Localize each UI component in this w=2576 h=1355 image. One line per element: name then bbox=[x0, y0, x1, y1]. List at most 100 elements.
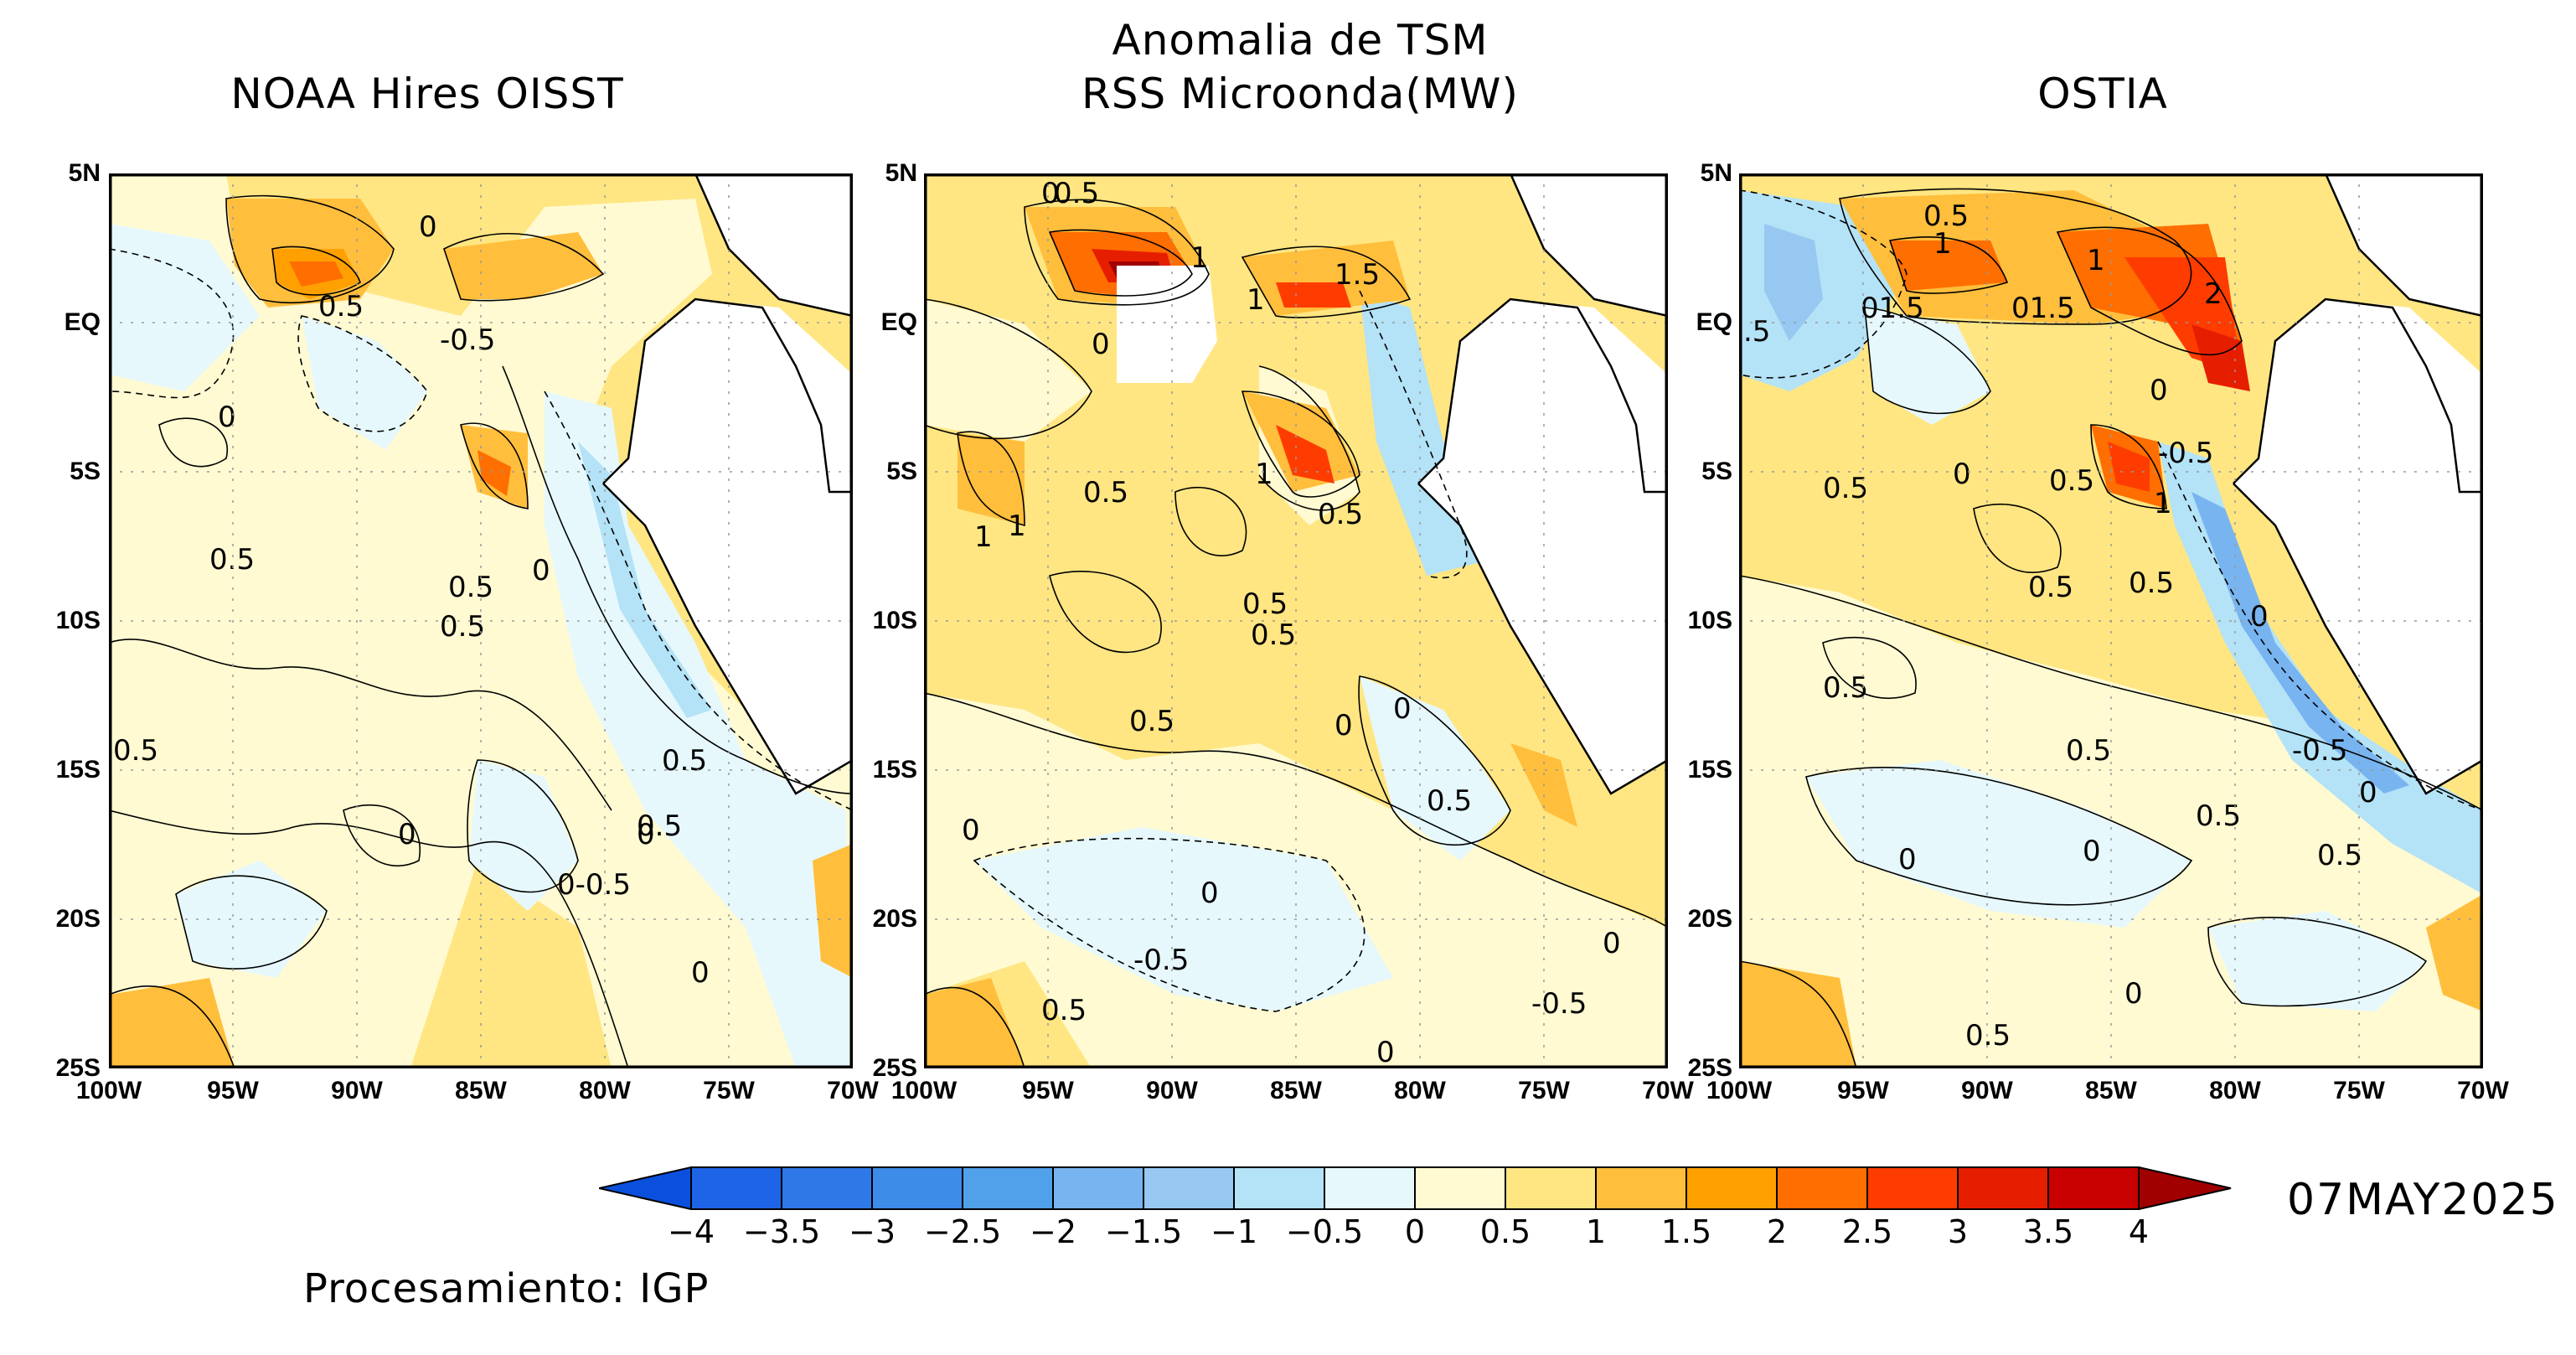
colorbar-swatch bbox=[1595, 1166, 1687, 1210]
lon-tick: 80W bbox=[2209, 1077, 2261, 1104]
colorbar-swatch bbox=[2047, 1166, 2140, 1210]
credit-label: Procesamiento: IGP bbox=[303, 1265, 710, 1312]
colorbar-over-triangle bbox=[2138, 1166, 2232, 1211]
colorbar-swatch bbox=[1866, 1166, 1959, 1210]
lat-tick: 5N bbox=[1700, 159, 1732, 187]
lat-tick: 25S bbox=[872, 1054, 917, 1082]
lon-tick: 95W bbox=[1837, 1077, 1889, 1104]
contour-label: 1 bbox=[1933, 227, 1952, 261]
lon-tick: 100W bbox=[1706, 1077, 1773, 1104]
contour-label: 01.5 bbox=[1861, 292, 1924, 325]
colorbar-tick-label: −3 bbox=[848, 1213, 896, 1250]
panel-title-oisst: NOAA Hires OISST bbox=[230, 70, 624, 118]
contour-label: 0.5 bbox=[1083, 476, 1128, 509]
lat-tick: 15S bbox=[872, 756, 917, 784]
contour-label: 0.5 bbox=[1318, 498, 1363, 531]
contour-label: -0.5 bbox=[1133, 944, 1189, 977]
contour-label: 0.5 bbox=[2129, 566, 2174, 600]
lat-tick: 10S bbox=[1687, 607, 1732, 634]
lat-tick: 5S bbox=[1701, 458, 1732, 485]
map-panel-oisst: 0.5 0 -0.5 0 0.5 0.5 0 0.5 0.5 0.5 0.5 0… bbox=[108, 173, 854, 1069]
contour-label: 1.5 bbox=[1334, 258, 1380, 292]
lon-tick: 85W bbox=[2085, 1077, 2137, 1104]
lat-tick: 25S bbox=[1687, 1054, 1732, 1082]
colorbar-tick-label: −4 bbox=[667, 1213, 715, 1250]
colorbar-swatch bbox=[1143, 1166, 1235, 1210]
lat-tick: EQ bbox=[64, 308, 101, 336]
contour-label: -0.5 bbox=[2158, 437, 2213, 470]
contour-label: 0.5 bbox=[1823, 671, 1868, 705]
contour-label: 0.5 bbox=[1054, 177, 1099, 210]
contour-label: 0 bbox=[962, 814, 980, 847]
colorbar-tick-label: −2 bbox=[1029, 1213, 1077, 1250]
contour-label: 0 bbox=[1334, 709, 1353, 742]
contour-label: 1 bbox=[1255, 458, 1273, 491]
contour-label: -0.5 bbox=[1531, 987, 1587, 1021]
contour-label: 0.5 bbox=[1427, 784, 1472, 818]
colorbar-swatch bbox=[1052, 1166, 1144, 1210]
lat-tick: 20S bbox=[55, 905, 101, 933]
lat-tick: EQ bbox=[1696, 308, 1732, 336]
lon-tick: 70W bbox=[2457, 1077, 2509, 1104]
contour-label: 0.5 bbox=[1041, 994, 1087, 1027]
colorbar-tick-label: 3 bbox=[1947, 1213, 1969, 1250]
contour-label: 2 bbox=[2204, 277, 2222, 311]
lat-tick: 5N bbox=[68, 159, 101, 187]
lon-tick: 100W bbox=[75, 1077, 142, 1104]
lon-tick: 90W bbox=[1146, 1077, 1198, 1104]
lat-tick: EQ bbox=[880, 308, 917, 336]
contour-label: 0 bbox=[1393, 692, 1412, 726]
lat-tick: 15S bbox=[1687, 756, 1732, 784]
lon-tick: 90W bbox=[1961, 1077, 2013, 1104]
contour-label: 1 bbox=[1008, 509, 1026, 543]
contour-label: 0.5 bbox=[2049, 464, 2094, 498]
lon-tick: 75W bbox=[703, 1077, 755, 1104]
contour-label: 0.5 bbox=[1965, 1019, 2011, 1052]
lat-tick: 5S bbox=[886, 458, 917, 485]
contour-label: 1 bbox=[1190, 241, 1209, 275]
contour-label: -0.5 bbox=[440, 323, 495, 357]
colorbar-tick-label: −3.5 bbox=[742, 1213, 821, 1250]
contour-label: 0.5 bbox=[1923, 199, 1969, 233]
contour-label: -0.5 bbox=[2292, 734, 2347, 768]
contour-label: 0 bbox=[637, 818, 655, 851]
lon-tick: 85W bbox=[455, 1077, 507, 1104]
contour-label: 0.5 bbox=[1242, 587, 1288, 621]
contour-label: 0.5 bbox=[2028, 571, 2073, 604]
lon-tick: 95W bbox=[1022, 1077, 1074, 1104]
lon-tick: 90W bbox=[331, 1077, 383, 1104]
contour-label: 0.5 bbox=[209, 543, 255, 577]
map-panel-rss: 0.5 0 1 1 1.5 0 0.5 1 1 1 0.5 0.5 0.5 0.… bbox=[923, 173, 1669, 1069]
lon-tick: 70W bbox=[827, 1077, 879, 1104]
colorbar-tick-label: 0.5 bbox=[1479, 1213, 1531, 1250]
colorbar-tick-label: 4 bbox=[2128, 1213, 2150, 1250]
lat-tick: 25S bbox=[55, 1054, 101, 1082]
contour-label: 0.5 bbox=[318, 290, 364, 323]
lon-tick: 100W bbox=[891, 1077, 958, 1104]
lon-tick: 70W bbox=[1642, 1077, 1694, 1104]
contour-label: 0 bbox=[2083, 835, 2101, 868]
contour-label: 1 bbox=[974, 520, 993, 554]
colorbar-tick-label: 2 bbox=[1766, 1213, 1788, 1250]
lon-tick: 80W bbox=[1394, 1077, 1446, 1104]
colorbar-swatch bbox=[871, 1166, 963, 1210]
contour-label: 0.5 bbox=[113, 734, 158, 768]
lat-tick: 20S bbox=[872, 905, 917, 933]
main-title: Anomalia de TSM RSS Microonda(MW) bbox=[923, 13, 1677, 121]
colorbar-swatch bbox=[1233, 1166, 1325, 1210]
contour-label: 0 bbox=[1603, 927, 1621, 960]
colorbar-tick-label: 2.5 bbox=[1841, 1213, 1893, 1250]
contour-label: 01.5 bbox=[2011, 292, 2075, 325]
contour-label: 0 bbox=[1092, 328, 1110, 361]
contour-label: 0 bbox=[1041, 177, 1060, 210]
contour-label: 0.5 bbox=[448, 571, 493, 604]
map-rss: 0.5 0 1 1 1.5 0 0.5 1 1 1 0.5 0.5 0.5 0.… bbox=[923, 173, 1669, 1069]
colorbar-tick-label: 1.5 bbox=[1660, 1213, 1712, 1250]
colorbar-tick-label: 0 bbox=[1404, 1213, 1426, 1250]
contour-label: 0 bbox=[691, 956, 710, 990]
colorbar-swatch bbox=[1414, 1166, 1506, 1210]
contour-label: 1 bbox=[2087, 244, 2105, 277]
contour-label: 0 bbox=[218, 401, 236, 434]
colorbar-swatch bbox=[962, 1166, 1054, 1210]
panel-title-ostia: OSTIA bbox=[2037, 70, 2168, 118]
